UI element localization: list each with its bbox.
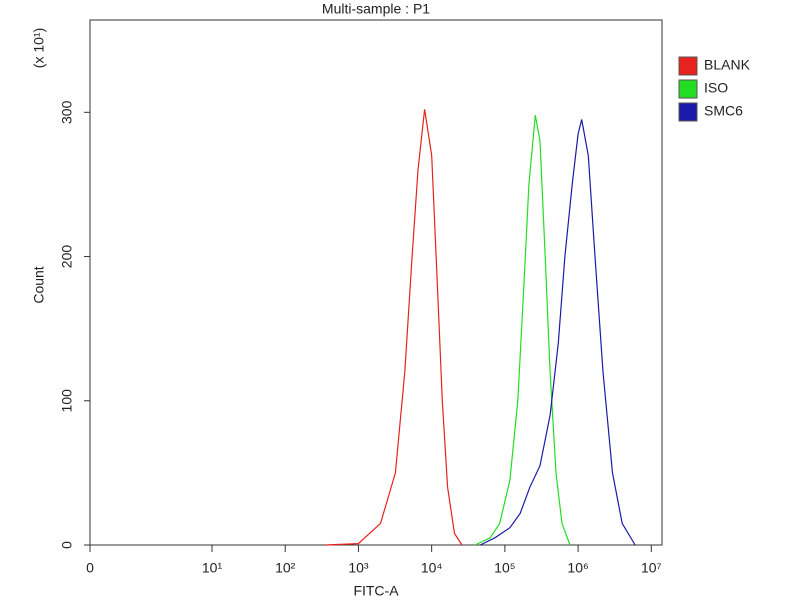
legend-label: ISO — [704, 80, 728, 96]
x-tick-label: 10³ — [348, 560, 369, 576]
histogram-line — [479, 119, 636, 546]
y-tick-label: 200 — [59, 245, 75, 269]
legend-label: BLANK — [704, 57, 751, 73]
y-multiplier: (x 10¹) — [31, 28, 47, 68]
histogram-line — [325, 109, 463, 546]
y-tick-label: 100 — [59, 389, 75, 413]
x-tick-label: 0 — [86, 560, 94, 576]
x-tick-label: 10⁵ — [494, 560, 515, 576]
plot-frame — [89, 19, 663, 546]
chart-title: Multi-sample : P1 — [322, 1, 430, 17]
x-tick-label: 10⁶ — [567, 560, 588, 576]
histogram-line — [474, 115, 571, 546]
legend-swatch — [678, 79, 698, 99]
y-tick-label: 300 — [59, 100, 75, 124]
legend-swatch — [678, 56, 698, 76]
y-axis-label: Count — [31, 266, 47, 303]
x-tick-label: 10⁷ — [641, 560, 662, 576]
x-tick-label: 10¹ — [202, 560, 223, 576]
legend-swatch — [678, 102, 698, 122]
legend-label: SMC6 — [704, 103, 743, 119]
x-tick-label: 10² — [275, 560, 296, 576]
x-axis-label: FITC-A — [353, 583, 399, 599]
y-tick-label: 0 — [59, 541, 75, 549]
x-tick-label: 10⁴ — [421, 560, 443, 576]
